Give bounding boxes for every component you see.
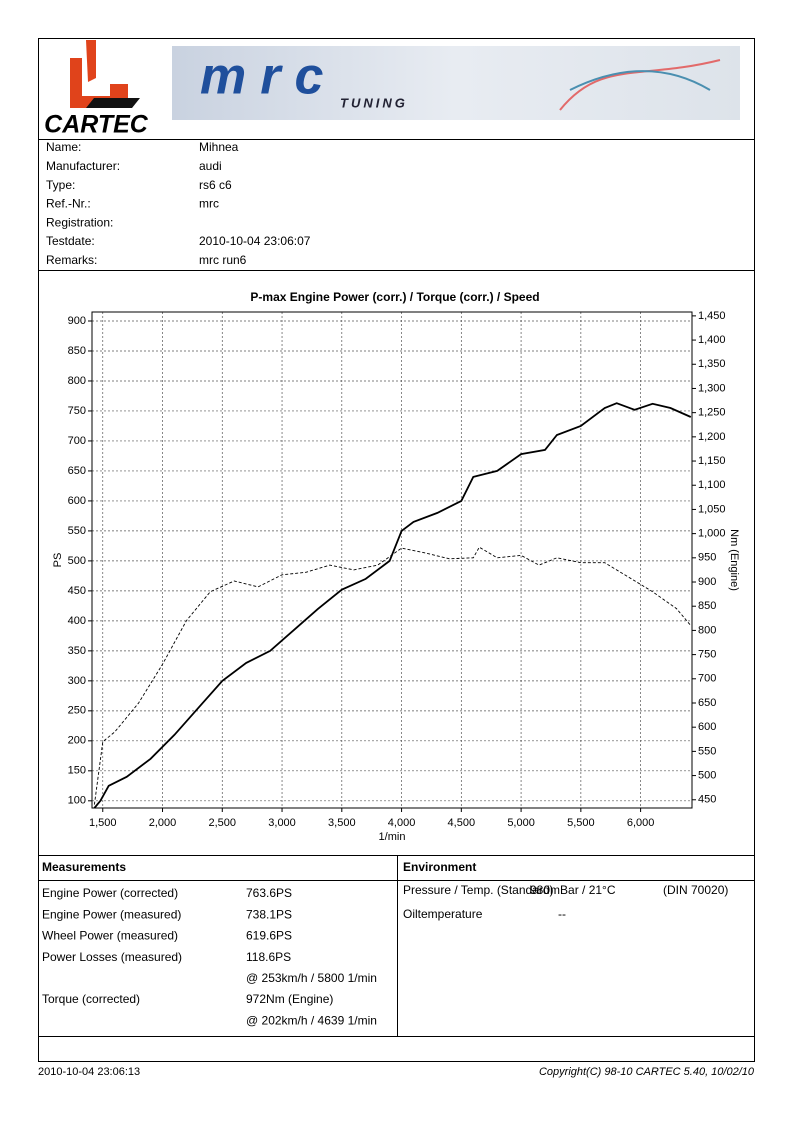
y2-tick-label: 1,300 xyxy=(698,382,726,394)
y-tick-label: 100 xyxy=(68,795,86,807)
y2-tick-label: 1,450 xyxy=(698,310,726,322)
series-line xyxy=(93,546,692,805)
y2-tick-label: 1,350 xyxy=(698,358,726,370)
measurement-label: Power Losses (measured) xyxy=(42,950,182,964)
y2-tick-label: 900 xyxy=(698,576,716,588)
info-label: Manufacturer: xyxy=(46,159,120,173)
y-tick-label: 900 xyxy=(68,315,86,327)
footer-date: 2010-10-04 23:06:13 xyxy=(38,1066,140,1078)
x-tick-label: 1,500 xyxy=(89,817,117,829)
info-label: Testdate: xyxy=(46,234,95,248)
y2-tick-label: 600 xyxy=(698,721,716,733)
measurement-label: Torque (corrected) xyxy=(42,992,140,1006)
section-title: Environment xyxy=(403,860,476,874)
y-tick-label: 450 xyxy=(68,585,86,597)
chart-title: P-max Engine Power (corr.) / Torque (cor… xyxy=(250,290,539,304)
info-label: Type: xyxy=(46,178,75,192)
measurement-value: 738.1PS xyxy=(246,907,292,921)
y2-tick-label: 500 xyxy=(698,769,716,781)
x-axis-label: 1/min xyxy=(379,831,406,843)
info-value: mrc xyxy=(199,197,219,211)
x-tick-label: 4,000 xyxy=(388,817,416,829)
env-value: 980mBar / 21°C xyxy=(530,883,616,897)
y2-tick-label: 650 xyxy=(698,697,716,709)
y-tick-label: 150 xyxy=(68,765,86,777)
y-tick-label: 750 xyxy=(68,405,86,417)
y-tick-label: 400 xyxy=(68,615,86,627)
info-value: rs6 c6 xyxy=(199,178,232,192)
page-frame xyxy=(38,38,755,1062)
y-tick-label: 850 xyxy=(68,345,86,357)
y2-tick-label: 1,400 xyxy=(698,334,726,346)
y2-tick-label: 750 xyxy=(698,649,716,661)
info-value: Mihnea xyxy=(199,140,239,154)
y-tick-label: 600 xyxy=(68,495,86,507)
banner: mrc TUNING xyxy=(172,46,740,120)
measurement-value: 118.6PS xyxy=(246,950,291,964)
info-label: Ref.-Nr.: xyxy=(46,197,91,211)
info-value: mrc run6 xyxy=(199,253,247,267)
x-tick-label: 4,500 xyxy=(448,817,476,829)
x-tick-label: 5,000 xyxy=(507,817,535,829)
y2-tick-label: 950 xyxy=(698,552,716,564)
y-tick-label: 700 xyxy=(68,435,86,447)
y-tick-label: 550 xyxy=(68,525,86,537)
y2-tick-label: 450 xyxy=(698,794,716,806)
info-value: 2010-10-04 23:06:07 xyxy=(199,234,311,248)
y-tick-label: 800 xyxy=(68,375,86,387)
env-value: -- xyxy=(558,907,566,921)
cartec-logo: CARTEC xyxy=(44,40,149,139)
banner-sub: TUNING xyxy=(340,95,408,110)
plot-frame xyxy=(91,311,693,809)
y2-tick-label: 800 xyxy=(698,624,716,636)
measurement-value: 619.6PS xyxy=(246,929,292,943)
y2-tick-label: 1,000 xyxy=(698,528,726,540)
y2-axis-label: Nm (Engine) xyxy=(728,529,740,591)
measurement-value: 763.6PS xyxy=(246,886,292,900)
y-tick-label: 350 xyxy=(68,645,86,657)
y2-tick-label: 1,200 xyxy=(698,431,726,443)
info-label: Name: xyxy=(46,140,81,154)
series-line xyxy=(93,402,692,809)
measurement-value: @ 253km/h / 5800 1/min xyxy=(246,971,377,985)
y2-tick-label: 550 xyxy=(698,745,716,757)
env-label: Pressure / Temp. (Standard) xyxy=(403,883,554,897)
y2-tick-label: 1,250 xyxy=(698,407,726,419)
env-norm: (DIN 70020) xyxy=(663,883,728,897)
x-tick-label: 6,000 xyxy=(627,817,655,829)
y-tick-label: 500 xyxy=(68,555,86,567)
y-tick-label: 250 xyxy=(68,705,86,717)
env-label: Oiltemperature xyxy=(403,907,483,921)
x-tick-label: 3,500 xyxy=(328,817,356,829)
y-axis-label: PS xyxy=(52,553,64,568)
y-tick-label: 200 xyxy=(68,735,86,747)
logo-text: CARTEC xyxy=(44,111,149,139)
y2-tick-label: 1,050 xyxy=(698,503,726,515)
measurement-label: Engine Power (corrected) xyxy=(42,886,178,900)
x-tick-label: 3,000 xyxy=(268,817,296,829)
y2-tick-label: 1,150 xyxy=(698,455,726,467)
info-value: audi xyxy=(199,159,222,173)
measurement-value: @ 202km/h / 4639 1/min xyxy=(246,1013,377,1027)
measurement-value: 972Nm (Engine) xyxy=(246,992,333,1006)
y-tick-label: 300 xyxy=(68,675,86,687)
footer-copyright: Copyright(C) 98-10 CARTEC 5.40, 10/02/10 xyxy=(539,1066,755,1078)
x-tick-label: 2,500 xyxy=(209,817,237,829)
section-title: Measurements xyxy=(42,860,126,874)
y2-tick-label: 850 xyxy=(698,600,716,612)
info-label: Remarks: xyxy=(46,253,97,267)
x-tick-label: 5,500 xyxy=(567,817,595,829)
y-tick-label: 650 xyxy=(68,465,86,477)
x-tick-label: 2,000 xyxy=(149,817,177,829)
info-label: Registration: xyxy=(46,215,113,229)
banner-brand: mrc xyxy=(200,48,337,106)
y2-tick-label: 1,100 xyxy=(698,479,726,491)
y2-tick-label: 700 xyxy=(698,673,716,685)
measurement-label: Engine Power (measured) xyxy=(42,907,181,921)
measurement-label: Wheel Power (measured) xyxy=(42,929,178,943)
